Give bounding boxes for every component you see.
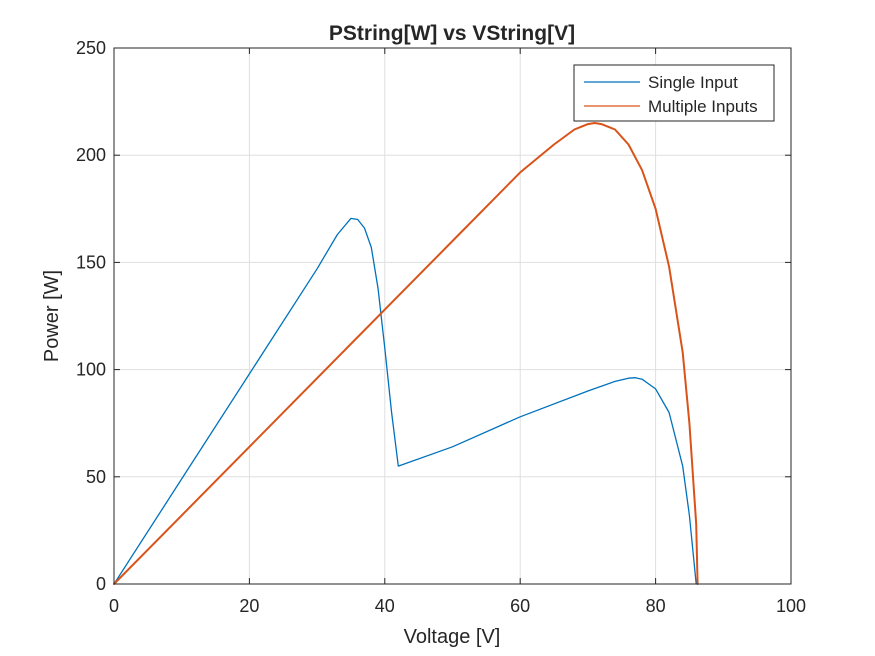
y-axis-label: Power [W] [41, 270, 63, 362]
x-tick-label: 100 [776, 596, 806, 616]
x-tick-label: 40 [375, 596, 395, 616]
legend: Single Input Multiple Inputs [573, 64, 775, 122]
legend-entry-label: Single Input [648, 73, 738, 92]
chart-title: PString[W] vs VString[V] [329, 22, 575, 45]
y-tick-label: 250 [76, 38, 106, 58]
series-line-single-input [113, 217, 697, 585]
y-tick-label: 100 [76, 360, 106, 380]
y-tick-label: 200 [76, 145, 106, 165]
y-tick-label: 150 [76, 252, 106, 272]
legend-entry-label: Multiple Inputs [648, 97, 758, 116]
x-axis-label: Voltage [V] [404, 626, 501, 648]
series-layer [113, 122, 699, 585]
plot-area [114, 48, 791, 584]
plot-frame [113, 47, 792, 585]
grid [114, 48, 791, 584]
y-tick-label: 50 [86, 467, 106, 487]
ticks: 0 20 40 60 80 100 0 50 100 150 200 250 [76, 38, 806, 616]
x-tick-label: 80 [646, 596, 666, 616]
x-tick-label: 20 [239, 596, 259, 616]
legend-box [573, 64, 775, 122]
x-tick-label: 0 [109, 596, 119, 616]
series-line-multiple-inputs [113, 122, 699, 585]
x-tick-label: 60 [510, 596, 530, 616]
y-tick-label: 0 [96, 574, 106, 594]
